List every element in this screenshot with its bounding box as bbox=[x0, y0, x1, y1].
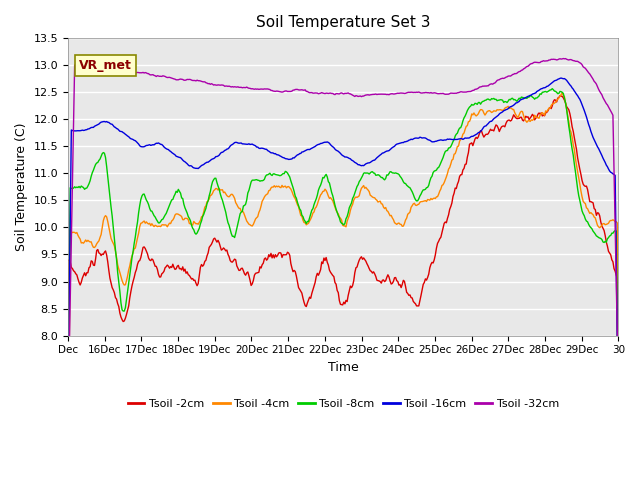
Tsoil -16cm bbox=[515, 98, 523, 104]
Tsoil -16cm bbox=[392, 142, 399, 148]
Line: Tsoil -32cm: Tsoil -32cm bbox=[68, 59, 618, 417]
Text: VR_met: VR_met bbox=[79, 59, 132, 72]
Tsoil -8cm bbox=[392, 170, 399, 176]
Tsoil -16cm bbox=[329, 144, 337, 150]
Tsoil -32cm bbox=[326, 90, 333, 96]
Tsoil -32cm bbox=[392, 91, 399, 96]
Tsoil -4cm bbox=[392, 221, 399, 227]
Tsoil -32cm bbox=[64, 414, 72, 420]
Line: Tsoil -8cm: Tsoil -8cm bbox=[68, 89, 618, 447]
Tsoil -32cm bbox=[329, 91, 337, 96]
Tsoil -4cm bbox=[602, 221, 610, 227]
Line: Tsoil -16cm: Tsoil -16cm bbox=[68, 78, 618, 430]
Tsoil -32cm bbox=[559, 56, 567, 61]
Tsoil -2cm bbox=[362, 258, 370, 264]
Tsoil -8cm bbox=[614, 444, 622, 450]
Tsoil -16cm bbox=[557, 75, 565, 81]
Y-axis label: Soil Temperature (C): Soil Temperature (C) bbox=[15, 122, 28, 251]
Legend: Tsoil -2cm, Tsoil -4cm, Tsoil -8cm, Tsoil -16cm, Tsoil -32cm: Tsoil -2cm, Tsoil -4cm, Tsoil -8cm, Tsoi… bbox=[123, 395, 563, 414]
Tsoil -8cm bbox=[326, 180, 333, 186]
Tsoil -2cm bbox=[602, 239, 610, 245]
Tsoil -2cm bbox=[392, 275, 399, 280]
Tsoil -16cm bbox=[614, 427, 622, 433]
Tsoil -2cm bbox=[556, 93, 564, 98]
Tsoil -2cm bbox=[326, 267, 333, 273]
Tsoil -8cm bbox=[362, 170, 370, 176]
Tsoil -32cm bbox=[602, 101, 610, 107]
Tsoil -16cm bbox=[326, 141, 333, 146]
Tsoil -2cm bbox=[515, 116, 523, 121]
Tsoil -8cm bbox=[602, 239, 610, 245]
Tsoil -8cm bbox=[548, 86, 556, 92]
Tsoil -2cm bbox=[329, 273, 337, 278]
Tsoil -4cm bbox=[329, 198, 337, 204]
Line: Tsoil -4cm: Tsoil -4cm bbox=[68, 93, 618, 480]
Tsoil -32cm bbox=[515, 69, 523, 74]
Tsoil -4cm bbox=[362, 184, 370, 190]
X-axis label: Time: Time bbox=[328, 361, 358, 374]
Tsoil -2cm bbox=[64, 425, 72, 431]
Tsoil -16cm bbox=[602, 162, 610, 168]
Line: Tsoil -2cm: Tsoil -2cm bbox=[68, 96, 618, 442]
Tsoil -4cm bbox=[515, 112, 523, 118]
Tsoil -4cm bbox=[326, 195, 333, 201]
Tsoil -8cm bbox=[515, 96, 523, 101]
Title: Soil Temperature Set 3: Soil Temperature Set 3 bbox=[256, 15, 431, 30]
Tsoil -32cm bbox=[614, 388, 622, 394]
Tsoil -4cm bbox=[614, 357, 622, 362]
Tsoil -32cm bbox=[362, 92, 370, 98]
Tsoil -2cm bbox=[614, 439, 622, 445]
Tsoil -16cm bbox=[362, 161, 370, 167]
Tsoil -8cm bbox=[329, 193, 337, 199]
Tsoil -8cm bbox=[64, 417, 72, 422]
Tsoil -4cm bbox=[558, 90, 566, 96]
Tsoil -16cm bbox=[64, 400, 72, 406]
